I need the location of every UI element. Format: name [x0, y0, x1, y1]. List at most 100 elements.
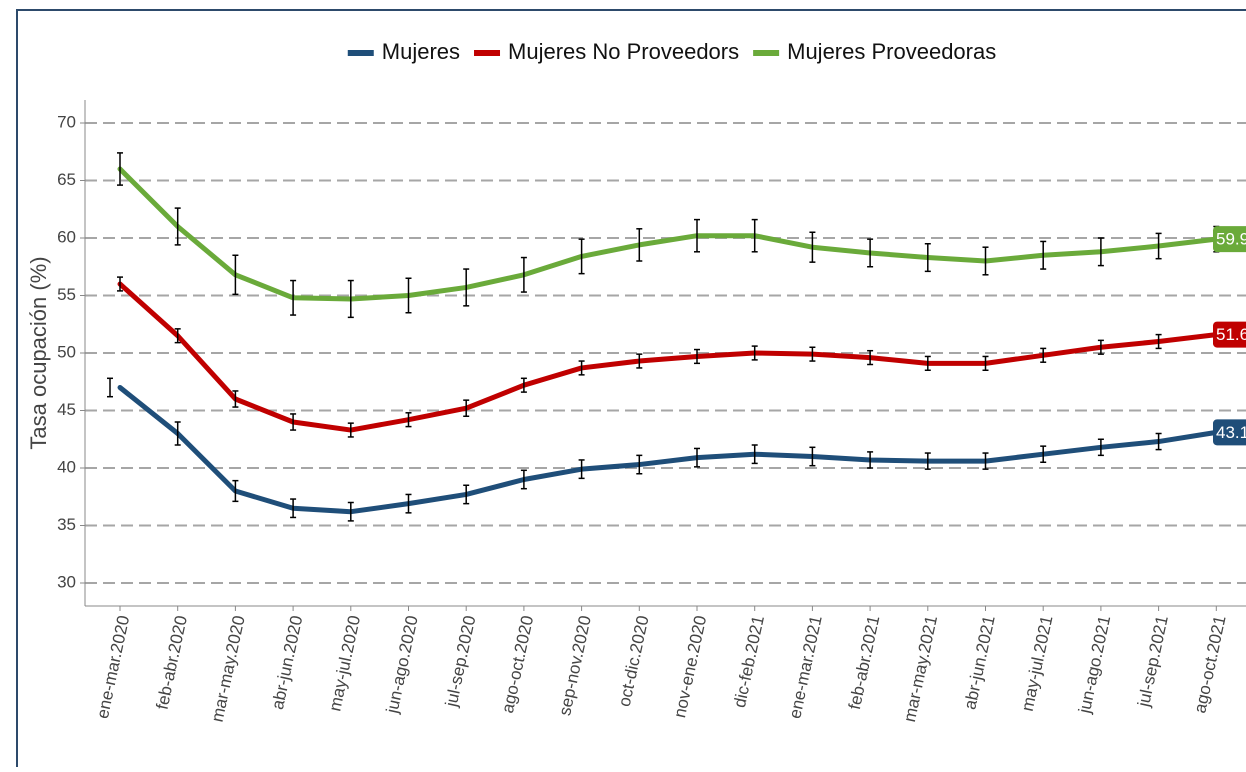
error-bar [982, 355, 989, 371]
error-bar [290, 498, 297, 519]
error-bar [751, 218, 758, 253]
error-bar [1040, 347, 1047, 363]
end-label-box [1213, 321, 1246, 348]
x-tick-label: feb-abr.2020 [153, 614, 191, 711]
x-tick-label: ago-oct.2020 [498, 614, 537, 715]
error-bar [174, 328, 181, 344]
error-bar [982, 246, 989, 276]
error-bar [405, 493, 412, 514]
x-tick-label: ene-mar.2021 [785, 614, 825, 721]
error-bar [463, 268, 470, 307]
error-bar [1155, 432, 1162, 451]
error-bar [1155, 333, 1162, 350]
y-tick-label: 30 [57, 572, 76, 591]
x-tick-label: abr-jun.2021 [960, 614, 998, 711]
error-bar [463, 399, 470, 417]
error-bar [232, 479, 239, 503]
error-bar [924, 355, 931, 371]
error-bar [636, 454, 643, 475]
error-bar [694, 348, 700, 365]
error-bar [578, 360, 585, 376]
x-tick-label: nov-ene.2020 [670, 614, 710, 720]
legend-label: Mujeres [382, 39, 460, 64]
error-bar [1155, 232, 1162, 260]
x-tick-label: oct-dic.2020 [615, 614, 653, 709]
error-bar [290, 279, 297, 316]
x-tick-label: may-jul.2021 [1018, 614, 1057, 713]
error-bar [405, 277, 412, 314]
y-tick-label: 35 [57, 515, 76, 534]
y-tick-label: 60 [57, 227, 76, 246]
end-label-box [1213, 419, 1246, 446]
x-tick-label: dic-feb.2021 [730, 614, 768, 709]
series-line [117, 166, 1219, 302]
end-label: 59.9 [1216, 230, 1246, 249]
error-bar [347, 422, 354, 438]
x-tick-label: ago-oct.2021 [1190, 614, 1229, 715]
series-line [117, 281, 1219, 433]
x-tick-label: jun-ago.2020 [382, 614, 421, 716]
error-bar [174, 421, 181, 446]
error-bar [347, 279, 354, 319]
x-tick-label: mar-may.2020 [208, 614, 249, 724]
error-bar [405, 412, 412, 428]
error-bar [694, 447, 700, 468]
error-bar [117, 276, 123, 292]
error-bar [809, 231, 816, 263]
error-bar [520, 377, 527, 393]
series-line [117, 385, 1219, 515]
y-axis-title: Tasa ocupación (%) [26, 256, 51, 449]
x-tick-label: sep-nov.2020 [555, 614, 595, 717]
error-bar [290, 413, 297, 431]
legend-label: Mujeres Proveedoras [787, 39, 996, 64]
x-tick-label: mar-may.2021 [900, 614, 941, 724]
error-bar [1097, 237, 1104, 267]
error-bar [578, 238, 585, 275]
error-bar [982, 452, 989, 470]
y-tick-label: 40 [57, 457, 76, 476]
error-bar [809, 446, 816, 467]
error-bar [107, 377, 113, 398]
error-bar [867, 238, 874, 268]
x-tick-label: ene-mar.2020 [93, 614, 133, 721]
error-bar [924, 452, 931, 470]
error-bar [578, 459, 585, 480]
error-bar [520, 256, 527, 293]
y-tick-label: 45 [57, 400, 76, 419]
error-bar [520, 469, 527, 490]
y-tick-label: 65 [57, 170, 76, 189]
y-tick-label: 50 [57, 342, 76, 361]
error-bar [867, 349, 874, 366]
error-bar [1097, 339, 1104, 355]
error-bar [751, 345, 758, 361]
legend-label: Mujeres No Proveedors [508, 39, 739, 64]
x-tick-label: may-jul.2020 [325, 614, 364, 713]
error-bar [174, 207, 181, 246]
error-bar [867, 451, 874, 469]
end-label-box [1213, 226, 1246, 253]
x-tick-label: feb-abr.2021 [845, 614, 883, 711]
end-label: 51.6 [1216, 325, 1246, 344]
error-bar [809, 346, 816, 362]
error-bar [463, 484, 470, 505]
x-tick-label: jul-sep.2020 [441, 614, 479, 710]
x-tick-label: jun-ago.2021 [1075, 614, 1114, 716]
error-bar [751, 444, 758, 465]
error-bar [1040, 240, 1047, 270]
error-bar [232, 390, 239, 408]
error-bar [1097, 438, 1104, 457]
x-tick-label: abr-jun.2020 [268, 614, 306, 711]
error-bar [232, 254, 239, 296]
error-bar [636, 353, 643, 369]
y-tick-label: 55 [57, 285, 76, 304]
error-bar [694, 218, 700, 253]
error-bar [1040, 445, 1047, 463]
frame [16, 9, 1246, 772]
error-bar [924, 243, 931, 273]
error-bar [117, 152, 123, 186]
end-label: 43.1 [1216, 423, 1246, 442]
error-bar [636, 228, 643, 262]
x-tick-label: jul-sep.2021 [1134, 614, 1172, 710]
y-tick-label: 70 [57, 112, 76, 131]
